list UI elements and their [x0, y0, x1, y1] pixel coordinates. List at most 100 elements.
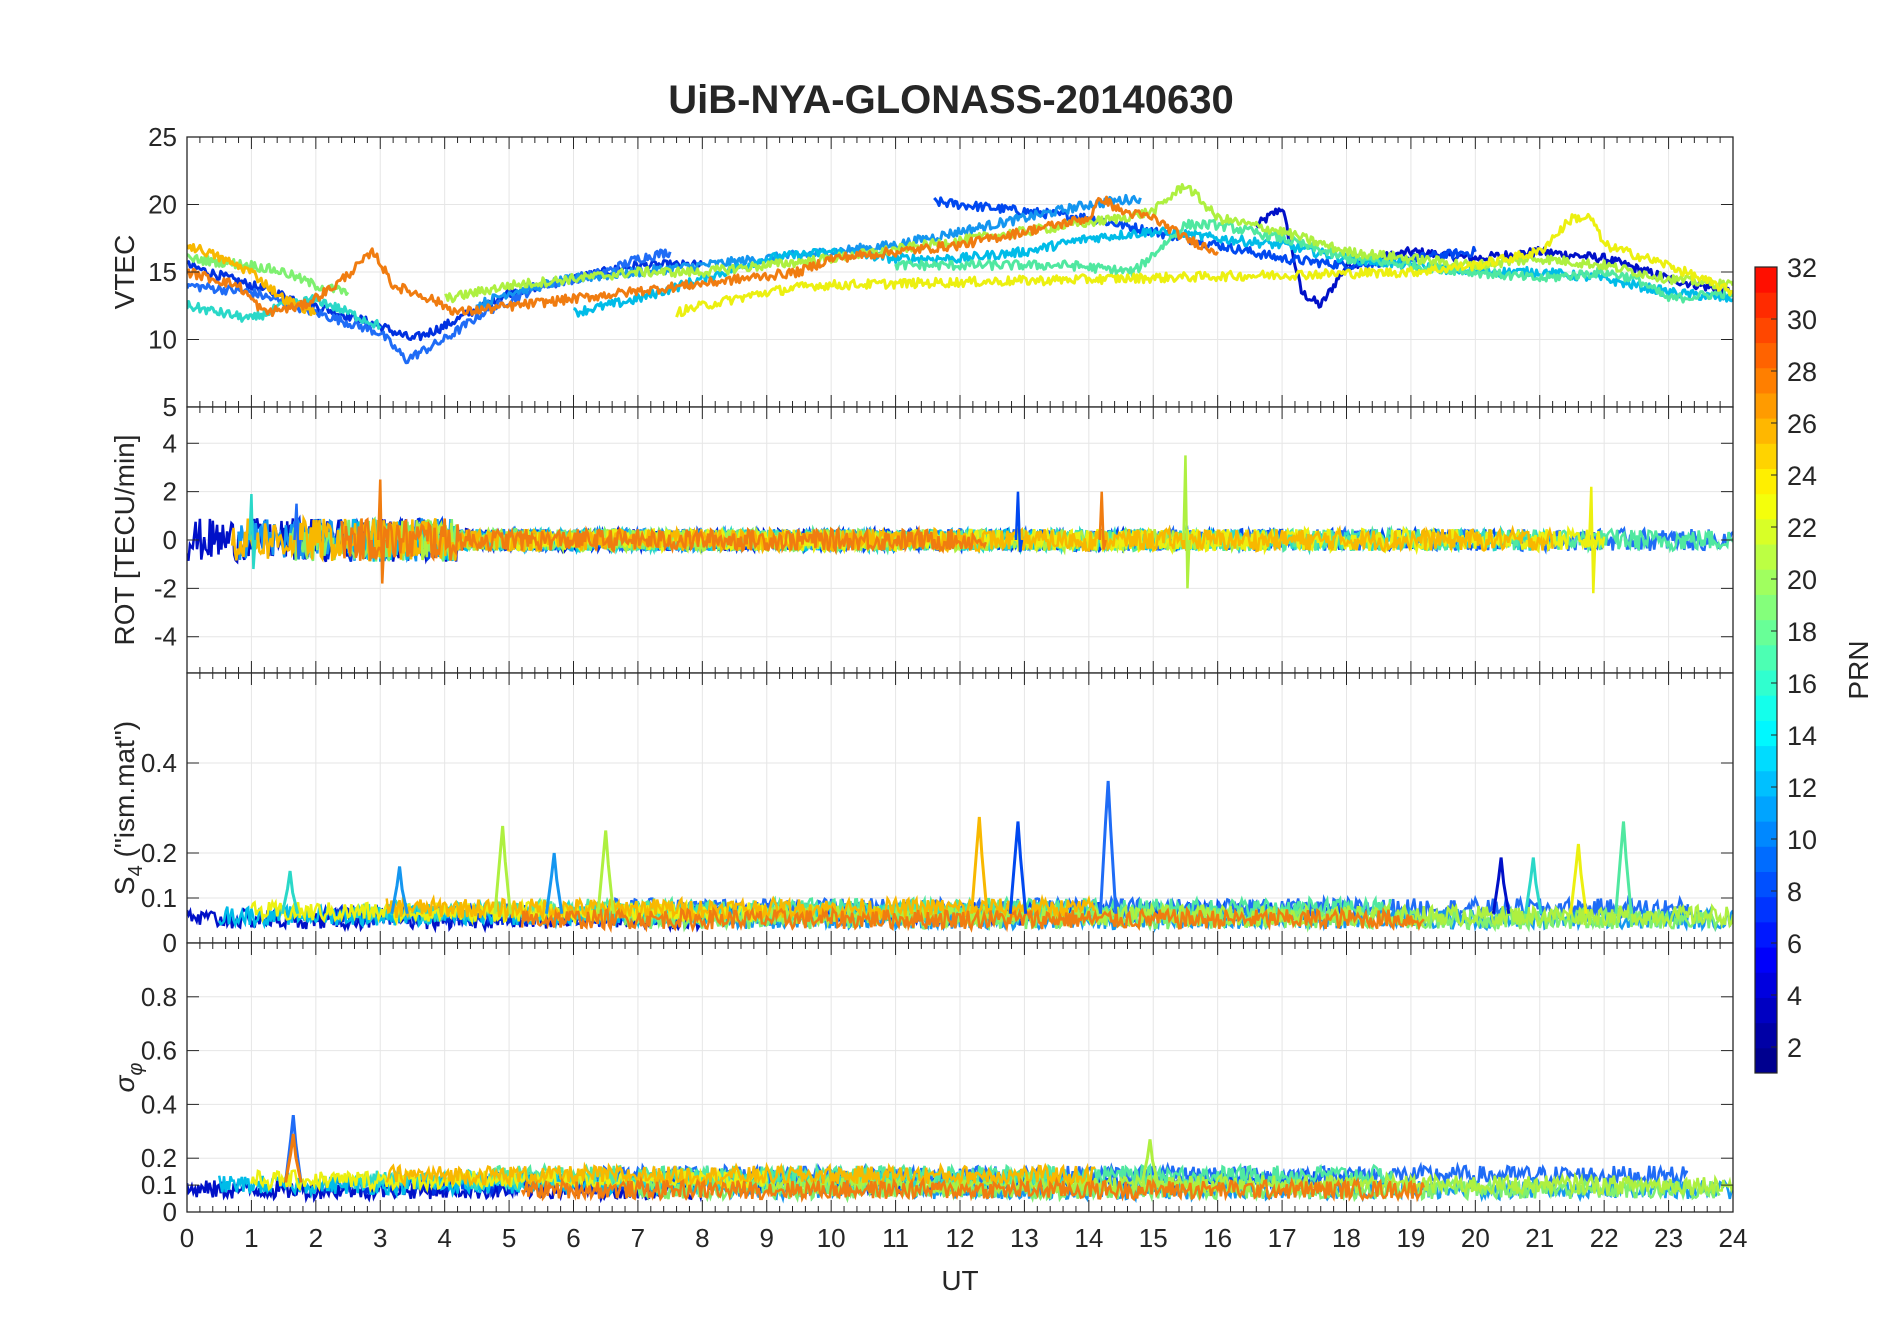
s4-peak-prn-7 [1098, 780, 1118, 914]
colorbar-segment [1755, 317, 1777, 344]
colorbar-segment [1755, 821, 1777, 847]
colorbar-tick-label: 6 [1787, 929, 1802, 959]
colorbar-segment [1755, 544, 1777, 570]
xtick-label: 3 [373, 1223, 387, 1253]
s4-peak-prn-18 [596, 830, 615, 914]
rot-ylabel: ROT [TECU/min] [109, 434, 140, 645]
colorbar-segment [1755, 770, 1777, 797]
vtec-ytick-label: 10 [148, 325, 177, 355]
s4-peak-prn-2 [1491, 857, 1511, 914]
colorbar-segment [1755, 1022, 1777, 1049]
xtick-label: 0 [180, 1223, 194, 1253]
s4-series-12 [520, 905, 1425, 934]
colorbar-tick-label: 12 [1787, 773, 1817, 803]
xtick-label: 14 [1074, 1223, 1103, 1253]
colorbar-tick-label: 16 [1787, 669, 1817, 699]
sigma_phi-ytick-label: 0.2 [141, 1143, 177, 1173]
rot-ytick-label: 0 [163, 525, 177, 555]
colorbar-segment [1755, 745, 1777, 772]
s4-ytick-label: 0.2 [141, 838, 177, 868]
vtec-ytick-label: 25 [148, 122, 177, 152]
sigma_phi-ytick-label: 0.4 [141, 1089, 177, 1119]
xtick-label: 15 [1139, 1223, 1168, 1253]
sigma_phi-peak-prn-24 [284, 1133, 303, 1183]
colorbar-segment [1755, 392, 1777, 419]
xtick-label: 23 [1654, 1223, 1683, 1253]
vtec-ylabel: VTEC [109, 235, 140, 310]
vtec-series-prn-22 [187, 243, 317, 317]
colorbar-tick-label: 10 [1787, 825, 1817, 855]
vtec-series-prn-18 [444, 183, 1733, 304]
sigma_phi-ytick-label: 0.6 [141, 1036, 177, 1066]
colorbar-segment [1755, 972, 1777, 998]
panel-rot: -4 -2 0 2 4 ROT [TECU/min] [109, 406, 1734, 674]
rot-series-10 [507, 524, 1606, 556]
colorbar-box [1754, 266, 1778, 1074]
sigma_phi-peak-prn-7 [284, 1115, 303, 1183]
s4-peak-prn-9 [390, 866, 409, 915]
colorbar-segment [1755, 292, 1777, 318]
colorbar-segment [1755, 1047, 1777, 1074]
colorbar-segment [1755, 871, 1777, 898]
colorbar-segment [1755, 720, 1777, 747]
colorbar-segment [1755, 846, 1777, 872]
s4-ylabel: S4 ("ism.mat") [109, 721, 147, 895]
colorbar-segment [1755, 896, 1777, 923]
xtick-label: 21 [1525, 1223, 1554, 1253]
xtick-label: 24 [1719, 1223, 1748, 1253]
sigma_phi-ytick-label: 0 [163, 1197, 177, 1227]
vtec-series-prn-11 [573, 226, 1733, 318]
vtec-ytick-label: 5 [163, 392, 177, 422]
xtick-label: 9 [760, 1223, 774, 1253]
xtick-label: 7 [631, 1223, 645, 1253]
colorbar-segment [1755, 418, 1777, 444]
vtec-data [187, 183, 1733, 365]
vtec-series-prn-24 [187, 195, 1219, 318]
figure-title: UiB-NYA-GLONASS-20140630 [668, 78, 1233, 122]
panel-vtec: 5 10 15 20 25 VTEC [109, 122, 1734, 422]
colorbar-segment [1755, 695, 1777, 721]
rot-spike-prn-24 [377, 479, 386, 584]
colorbar-tick-label: 14 [1787, 721, 1817, 751]
xtick-label: 8 [695, 1223, 709, 1253]
rot-spike-prn-5 [1014, 491, 1024, 553]
vtec-ytick-label: 20 [148, 190, 177, 220]
colorbar-tick-label: 8 [1787, 877, 1802, 907]
xtick-label: 2 [309, 1223, 323, 1253]
s4-ytick-label: 0.1 [141, 883, 177, 913]
xtick-label: 16 [1203, 1223, 1232, 1253]
s4-peak-prn-20 [1569, 843, 1588, 914]
rot-ytick-label: 2 [163, 477, 177, 507]
rot-spike-prn-13 [248, 494, 257, 570]
colorbar-segment [1755, 921, 1777, 948]
xtick-label: 6 [566, 1223, 580, 1253]
sigma_phi-ylabel: σφ [109, 1063, 147, 1093]
rot-spike-prn-7 [293, 503, 302, 560]
colorbar-tick-label: 28 [1787, 357, 1817, 387]
xtick-label: 11 [882, 1223, 909, 1253]
colorbar-segment [1755, 670, 1777, 696]
colorbar-segment [1755, 644, 1777, 671]
colorbar-segment [1755, 795, 1777, 822]
colorbar-tick-label: 20 [1787, 565, 1817, 595]
s4-peak-prn-14 [1614, 821, 1633, 914]
colorbar-tick-label: 30 [1787, 305, 1817, 335]
vtec-series-prn-14 [894, 218, 1733, 304]
rot-spike-prn-18 [1182, 455, 1191, 589]
s4-ytick-label: 0.4 [141, 748, 177, 778]
s4-peak-prn-9 [544, 852, 564, 914]
sigma_phi-data [187, 1115, 1733, 1204]
xtick-label: 22 [1590, 1223, 1619, 1253]
s4-peak-prn-22 [970, 816, 989, 914]
rot-ytick-label: -4 [154, 622, 177, 652]
colorbar-segment [1755, 997, 1777, 1024]
s4-ytick-label: 0 [163, 928, 177, 958]
colorbar-tick-label: 26 [1787, 409, 1817, 439]
colorbar-segment [1755, 342, 1777, 369]
colorbar-segment [1755, 468, 1777, 495]
sigma_phi-peak-prn-18 [1140, 1139, 1160, 1183]
colorbar-label: PRN [1843, 640, 1874, 699]
